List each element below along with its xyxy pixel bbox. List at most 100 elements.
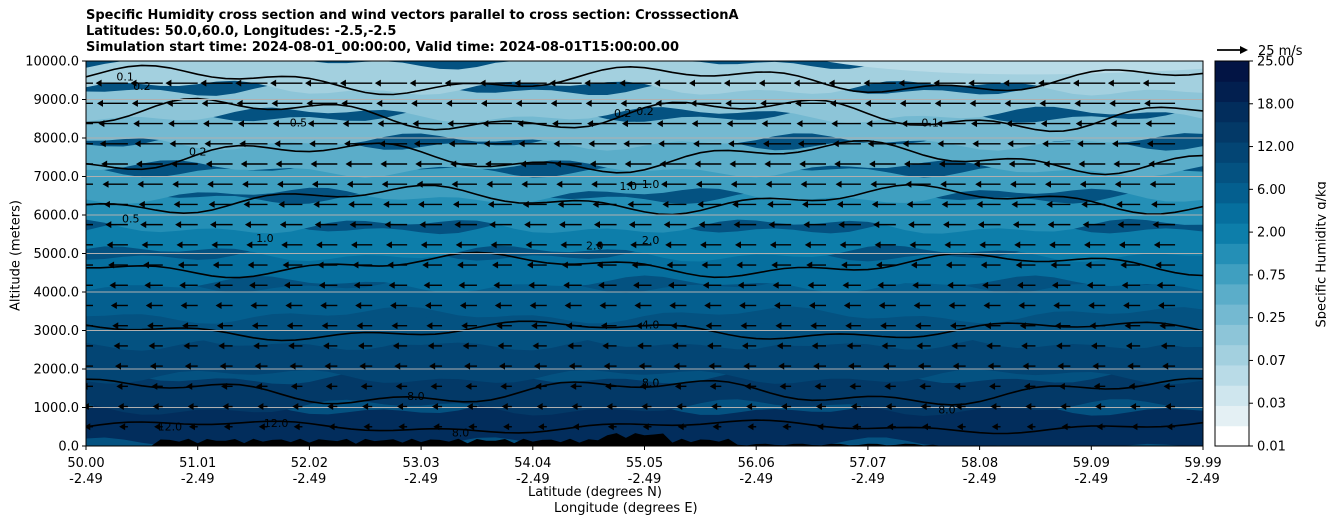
wind-vector <box>1160 342 1176 350</box>
wind-vector <box>152 403 163 411</box>
wind-vector-head <box>182 322 189 330</box>
wind-vector-head <box>655 99 662 107</box>
wind-vector <box>137 180 163 188</box>
wind-vector <box>1085 261 1106 269</box>
wind-vector-head <box>898 79 905 87</box>
wind-vector-head <box>852 423 859 431</box>
wind-vector <box>556 180 582 188</box>
wind-vector <box>987 362 1001 370</box>
y-tick-label: 6000.0 <box>34 209 80 224</box>
wind-vector-head <box>151 382 158 390</box>
wind-vector <box>984 322 1001 330</box>
wind-vector-head <box>1118 241 1125 249</box>
wind-vector <box>154 423 163 431</box>
wind-vector-head <box>412 120 419 128</box>
wind-vector <box>536 403 547 411</box>
contour-label: 8.0 <box>452 426 470 439</box>
wind-vector <box>173 200 198 208</box>
wind-vector <box>498 362 512 370</box>
wind-vector <box>663 221 687 229</box>
wind-vector <box>949 322 966 330</box>
wind-vector-head <box>804 241 811 249</box>
wind-vector-head <box>1058 382 1065 390</box>
wind-vector <box>708 362 722 370</box>
wind-vector-head <box>487 200 494 208</box>
wind-vector <box>448 140 477 148</box>
wind-vector-head <box>1088 301 1095 309</box>
plot-area: 0.10.20.20.50.2 0.20.10.51.01.0 1.02.0 2.04… <box>86 61 1203 446</box>
wind-vector <box>221 382 233 390</box>
wind-vector <box>882 362 896 370</box>
wind-vector-head <box>394 362 401 370</box>
wind-vector <box>493 281 512 289</box>
wind-vector <box>349 221 373 229</box>
wind-vector-head <box>887 423 894 431</box>
wind-vector <box>1120 261 1141 269</box>
wind-vector-head <box>915 322 922 330</box>
wind-vector-head <box>1116 200 1123 208</box>
wind-vector-head <box>557 200 564 208</box>
wind-vector-head <box>850 403 857 411</box>
wind-vector-head <box>977 221 984 229</box>
wind-vector <box>538 423 547 431</box>
wind-vector-head <box>1040 120 1047 128</box>
wind-vector <box>239 140 268 148</box>
wind-vector <box>606 403 617 411</box>
x-tick-label-lat: 59.99 <box>1184 456 1221 471</box>
wind-vector-head <box>305 79 312 87</box>
y-tick-label: 4000.0 <box>34 286 80 301</box>
wind-vector <box>494 301 512 309</box>
wind-vector <box>352 261 373 269</box>
wind-vector-head <box>489 221 496 229</box>
wind-vector-head <box>409 79 416 87</box>
wind-vector <box>723 79 757 87</box>
wind-vector-head <box>975 180 982 188</box>
wind-vector <box>316 241 338 249</box>
wind-vector-head <box>1089 322 1096 330</box>
wind-vector-head <box>131 99 138 107</box>
wind-vector <box>503 423 512 431</box>
wind-vector-head <box>947 281 954 289</box>
wind-vector <box>176 241 198 249</box>
wind-vector <box>115 362 128 370</box>
wind-vector <box>244 221 268 229</box>
wind-vector <box>587 120 617 128</box>
wind-vector <box>566 322 582 330</box>
wind-vector-head <box>863 79 870 87</box>
wind-vector <box>624 160 652 168</box>
wind-vector-head <box>447 120 454 128</box>
wind-vector <box>240 160 268 168</box>
wind-vector <box>518 140 547 148</box>
wind-vector <box>905 180 931 188</box>
colorbar-segment <box>1215 61 1249 82</box>
wind-vector <box>627 200 652 208</box>
wind-vector-head <box>522 200 529 208</box>
wind-vector <box>951 342 966 350</box>
wind-vector <box>289 362 303 370</box>
wind-vector-head <box>363 423 370 431</box>
wind-vector <box>1061 423 1071 431</box>
wind-vector <box>849 382 861 390</box>
wind-vector-head <box>108 261 115 269</box>
wind-vector <box>517 120 547 128</box>
wind-vector <box>589 160 617 168</box>
wind-vector <box>1124 322 1141 330</box>
wind-vector <box>355 301 373 309</box>
wind-vector <box>831 120 861 128</box>
wind-vector <box>205 160 233 168</box>
wind-vector <box>845 322 861 330</box>
wind-vector-head <box>328 423 335 431</box>
colorbar-label: Specific Humidity g/kg <box>1314 181 1326 328</box>
wind-vector <box>309 140 338 148</box>
wind-vector-head <box>599 301 606 309</box>
wind-vector-head <box>584 79 591 87</box>
wind-vector-head <box>571 403 578 411</box>
wind-vector-head <box>800 180 807 188</box>
wind-vector-head <box>339 79 346 87</box>
wind-vector <box>730 180 757 188</box>
wind-vector-head <box>952 362 959 370</box>
wind-vector <box>991 423 1001 431</box>
wind-vector-head <box>136 160 143 168</box>
wind-vector <box>920 403 931 411</box>
wind-vector <box>223 423 233 431</box>
